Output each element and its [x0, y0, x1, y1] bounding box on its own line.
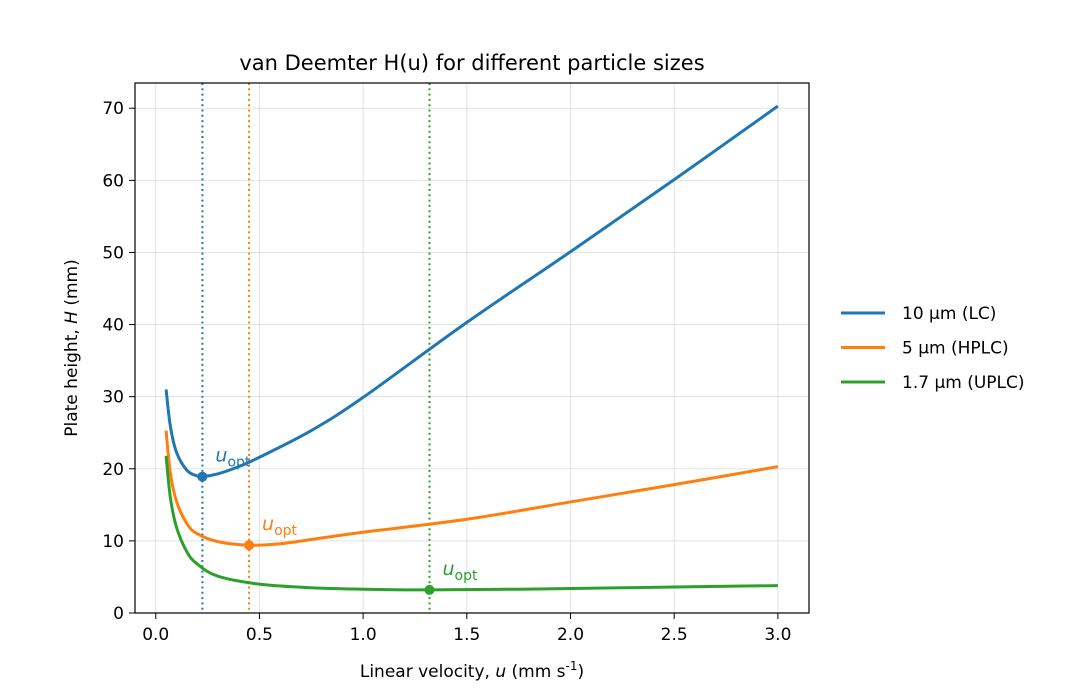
y-tick-label: 0 [113, 604, 124, 624]
y-tick-label: 30 [102, 388, 124, 408]
plot-frame [134, 82, 810, 614]
legend-label: 1.7 μm (UPLC) [902, 373, 1025, 393]
x-tick-label: 1.5 [453, 625, 480, 645]
y-tick-label: 70 [102, 99, 124, 119]
uopt-marker [424, 584, 435, 595]
series-line [164, 430, 779, 547]
uopt-annotation: uopt [442, 558, 477, 584]
legend: 10 μm (LC) 5 μm (HPLC) 1.7 μm (UPLC) [841, 304, 1025, 393]
uopt-marker [244, 540, 255, 551]
y-tick-label: 20 [102, 460, 124, 480]
x-axis-label: Linear velocity, u (mm s-1) [360, 659, 584, 682]
uopt-annotation: uopt [215, 445, 250, 471]
series-lines [164, 104, 779, 592]
legend-label: 10 μm (LC) [902, 304, 996, 324]
x-tick-label: 3.0 [764, 625, 791, 645]
uopt-annotations: uopt uopt uopt [215, 445, 478, 584]
x-tick-label: 1.0 [350, 625, 377, 645]
x-tick-label: 2.0 [557, 625, 584, 645]
y-tick-label: 40 [102, 316, 124, 336]
legend-label: 5 μm (HPLC) [902, 339, 1009, 359]
x-tick-label: 2.5 [661, 625, 688, 645]
y-tick-label: 10 [102, 532, 124, 552]
x-tick-label: 0.0 [142, 625, 169, 645]
y-tick-label: 50 [102, 243, 124, 263]
chart-title: van Deemter H(u) for different particle … [239, 51, 704, 75]
series-line [164, 104, 779, 479]
uopt-marker [197, 471, 208, 482]
y-tick-label: 60 [102, 171, 124, 191]
uopt-markers [197, 471, 435, 595]
series-line [164, 455, 778, 592]
x-tick-label: 0.5 [246, 625, 273, 645]
uopt-annotation: uopt [262, 513, 297, 539]
y-axis-label: Plate height, H (mm) [62, 259, 82, 437]
axis-ticks: 0.0 0.5 1.0 1.5 2.0 2.5 3.0 0 10 20 30 40 50 60 70 [102, 99, 791, 645]
